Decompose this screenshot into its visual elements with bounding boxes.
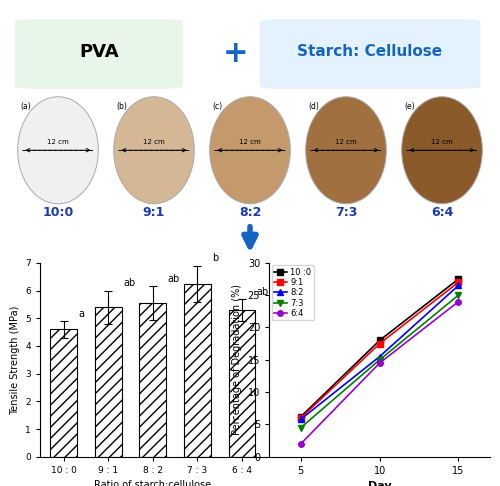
FancyBboxPatch shape	[15, 19, 183, 89]
Bar	[50, 330, 77, 457]
Text: 12 cm: 12 cm	[143, 139, 165, 145]
Text: 6:4: 6:4	[431, 206, 453, 219]
Text: ab: ab	[123, 278, 135, 288]
Y-axis label: Tensile Strength (MPa): Tensile Strength (MPa)	[10, 305, 20, 415]
Circle shape	[306, 97, 386, 204]
X-axis label: Day: Day	[368, 482, 392, 486]
Text: 12 cm: 12 cm	[47, 139, 69, 145]
Text: (c): (c)	[212, 102, 222, 111]
Text: 8:2: 8:2	[239, 206, 261, 219]
Text: +: +	[223, 39, 248, 68]
Text: (e): (e)	[404, 102, 415, 111]
Text: ab: ab	[256, 287, 269, 296]
Circle shape	[18, 97, 98, 204]
FancyBboxPatch shape	[260, 19, 480, 89]
Bar	[140, 303, 166, 457]
Circle shape	[210, 97, 290, 204]
Text: 12 cm: 12 cm	[335, 139, 357, 145]
Bar	[95, 307, 122, 457]
Text: Starch: Cellulose: Starch: Cellulose	[298, 44, 442, 59]
Circle shape	[114, 97, 194, 204]
Legend: 10 :0, 9:1, 8:2, 7:3, 6:4: 10 :0, 9:1, 8:2, 7:3, 6:4	[272, 265, 314, 320]
Text: (d): (d)	[308, 102, 320, 111]
Text: (a): (a)	[20, 102, 32, 111]
Bar	[184, 284, 211, 457]
Text: 7:3: 7:3	[335, 206, 357, 219]
Text: ab: ab	[168, 274, 180, 284]
Y-axis label: Percentage of Degradation (%): Percentage of Degradation (%)	[232, 284, 242, 435]
Text: a: a	[78, 309, 84, 319]
Text: (b): (b)	[116, 102, 128, 111]
Text: b: b	[212, 253, 218, 263]
Text: PVA: PVA	[79, 43, 118, 61]
Text: 12 cm: 12 cm	[431, 139, 453, 145]
X-axis label: Ratio of starch:cellulose: Ratio of starch:cellulose	[94, 481, 212, 486]
Circle shape	[402, 97, 482, 204]
Text: 9:1: 9:1	[143, 206, 165, 219]
Text: 10:0: 10:0	[42, 206, 74, 219]
Bar	[228, 310, 256, 457]
Text: 12 cm: 12 cm	[239, 139, 261, 145]
